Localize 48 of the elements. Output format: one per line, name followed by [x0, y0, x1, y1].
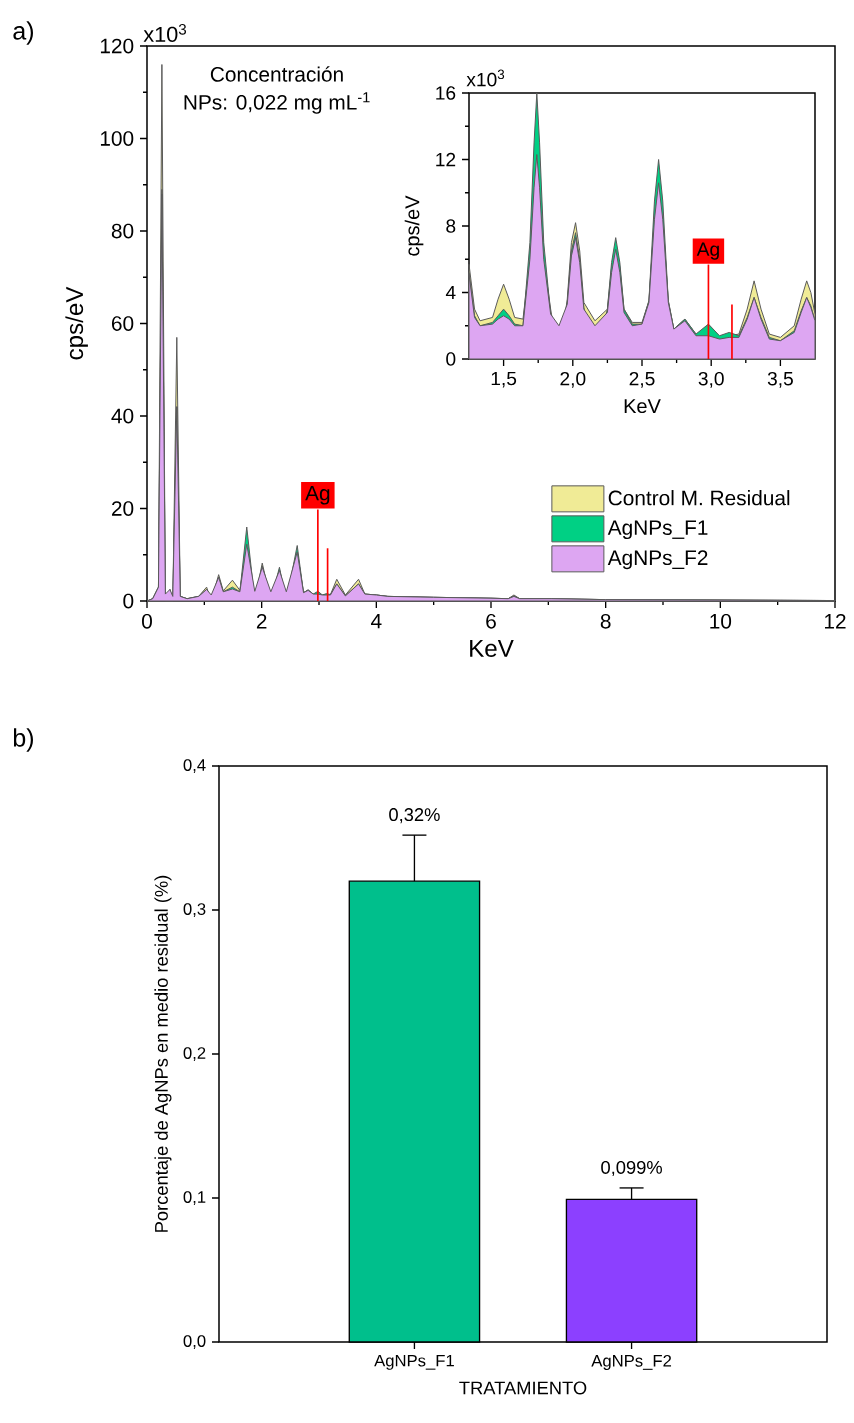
y-axis-title: cps/eV — [404, 195, 424, 256]
x-axis-title: KeV — [470, 640, 514, 657]
data-label: 0,099% — [601, 1160, 662, 1177]
y-tick-label: 0,0 — [183, 1335, 206, 1349]
y-axis-title: cps/eV — [65, 286, 88, 360]
x-tick-label: 4 — [371, 613, 382, 629]
x-tick-label: 10 — [710, 613, 732, 629]
y-tick-label: 0,2 — [183, 1047, 206, 1061]
y-tick-label: 40 — [111, 408, 134, 424]
data-label: 0,32% — [389, 808, 440, 824]
annotation: Concentración — [210, 66, 343, 82]
y-tick-label: 8 — [446, 219, 456, 233]
y-tick-label: 80 — [111, 223, 134, 239]
ref-line-label: Ag — [305, 485, 330, 505]
y-tick-label: 0,1 — [183, 1191, 206, 1205]
x-tick-label: 2,5 — [629, 371, 655, 388]
legend-label: AgNPs_F2 — [607, 550, 708, 570]
y-tick-label: 0 — [123, 593, 134, 609]
y-tick-label: 60 — [111, 316, 134, 331]
x-tick-label: 3,5 — [767, 371, 793, 388]
x-tick-label: 3,0 — [698, 371, 724, 388]
x-tick-label: 2,0 — [560, 371, 586, 388]
y-tick-label: 120 — [100, 38, 134, 54]
x-tick-label: 2 — [256, 613, 267, 629]
x-tick-label: 8 — [600, 613, 611, 629]
ref-line-label: Ag — [696, 242, 719, 260]
annotation: x10$^{3}$ — [466, 69, 505, 87]
annotation: NPs: 0,022 mg mL$^{-1}$ — [184, 92, 370, 114]
text: x10$^{3}$ — [143, 23, 187, 43]
y-tick-label: 20 — [111, 501, 134, 516]
x-tick-label: 12 — [825, 613, 846, 629]
y-tick-label: 100 — [100, 131, 134, 146]
x-tick-label: 6 — [486, 613, 496, 629]
y-axis-title: Porcentaje de AgNPs en medio residual (%) — [154, 875, 172, 1232]
y-tick-label: 12 — [436, 152, 456, 167]
y-tick-label: 4 — [445, 285, 456, 300]
legend-label: Control M. Residual — [608, 490, 790, 506]
legend-label: AgNPs_F1 — [607, 520, 708, 540]
x-tick-label: 0 — [142, 613, 152, 629]
text: b) — [13, 728, 33, 752]
x-axis-title: TRATAMIENTO — [459, 1381, 587, 1395]
text: a) — [13, 21, 33, 45]
y-tick-label: 0,3 — [183, 903, 206, 917]
y-tick-label: 0,4 — [183, 759, 206, 773]
x-axis-title: KeV — [624, 399, 661, 414]
x-tick-label: 1,5 — [491, 371, 517, 388]
y-tick-label: 0 — [446, 352, 456, 366]
y-tick-label: 16 — [436, 86, 456, 100]
